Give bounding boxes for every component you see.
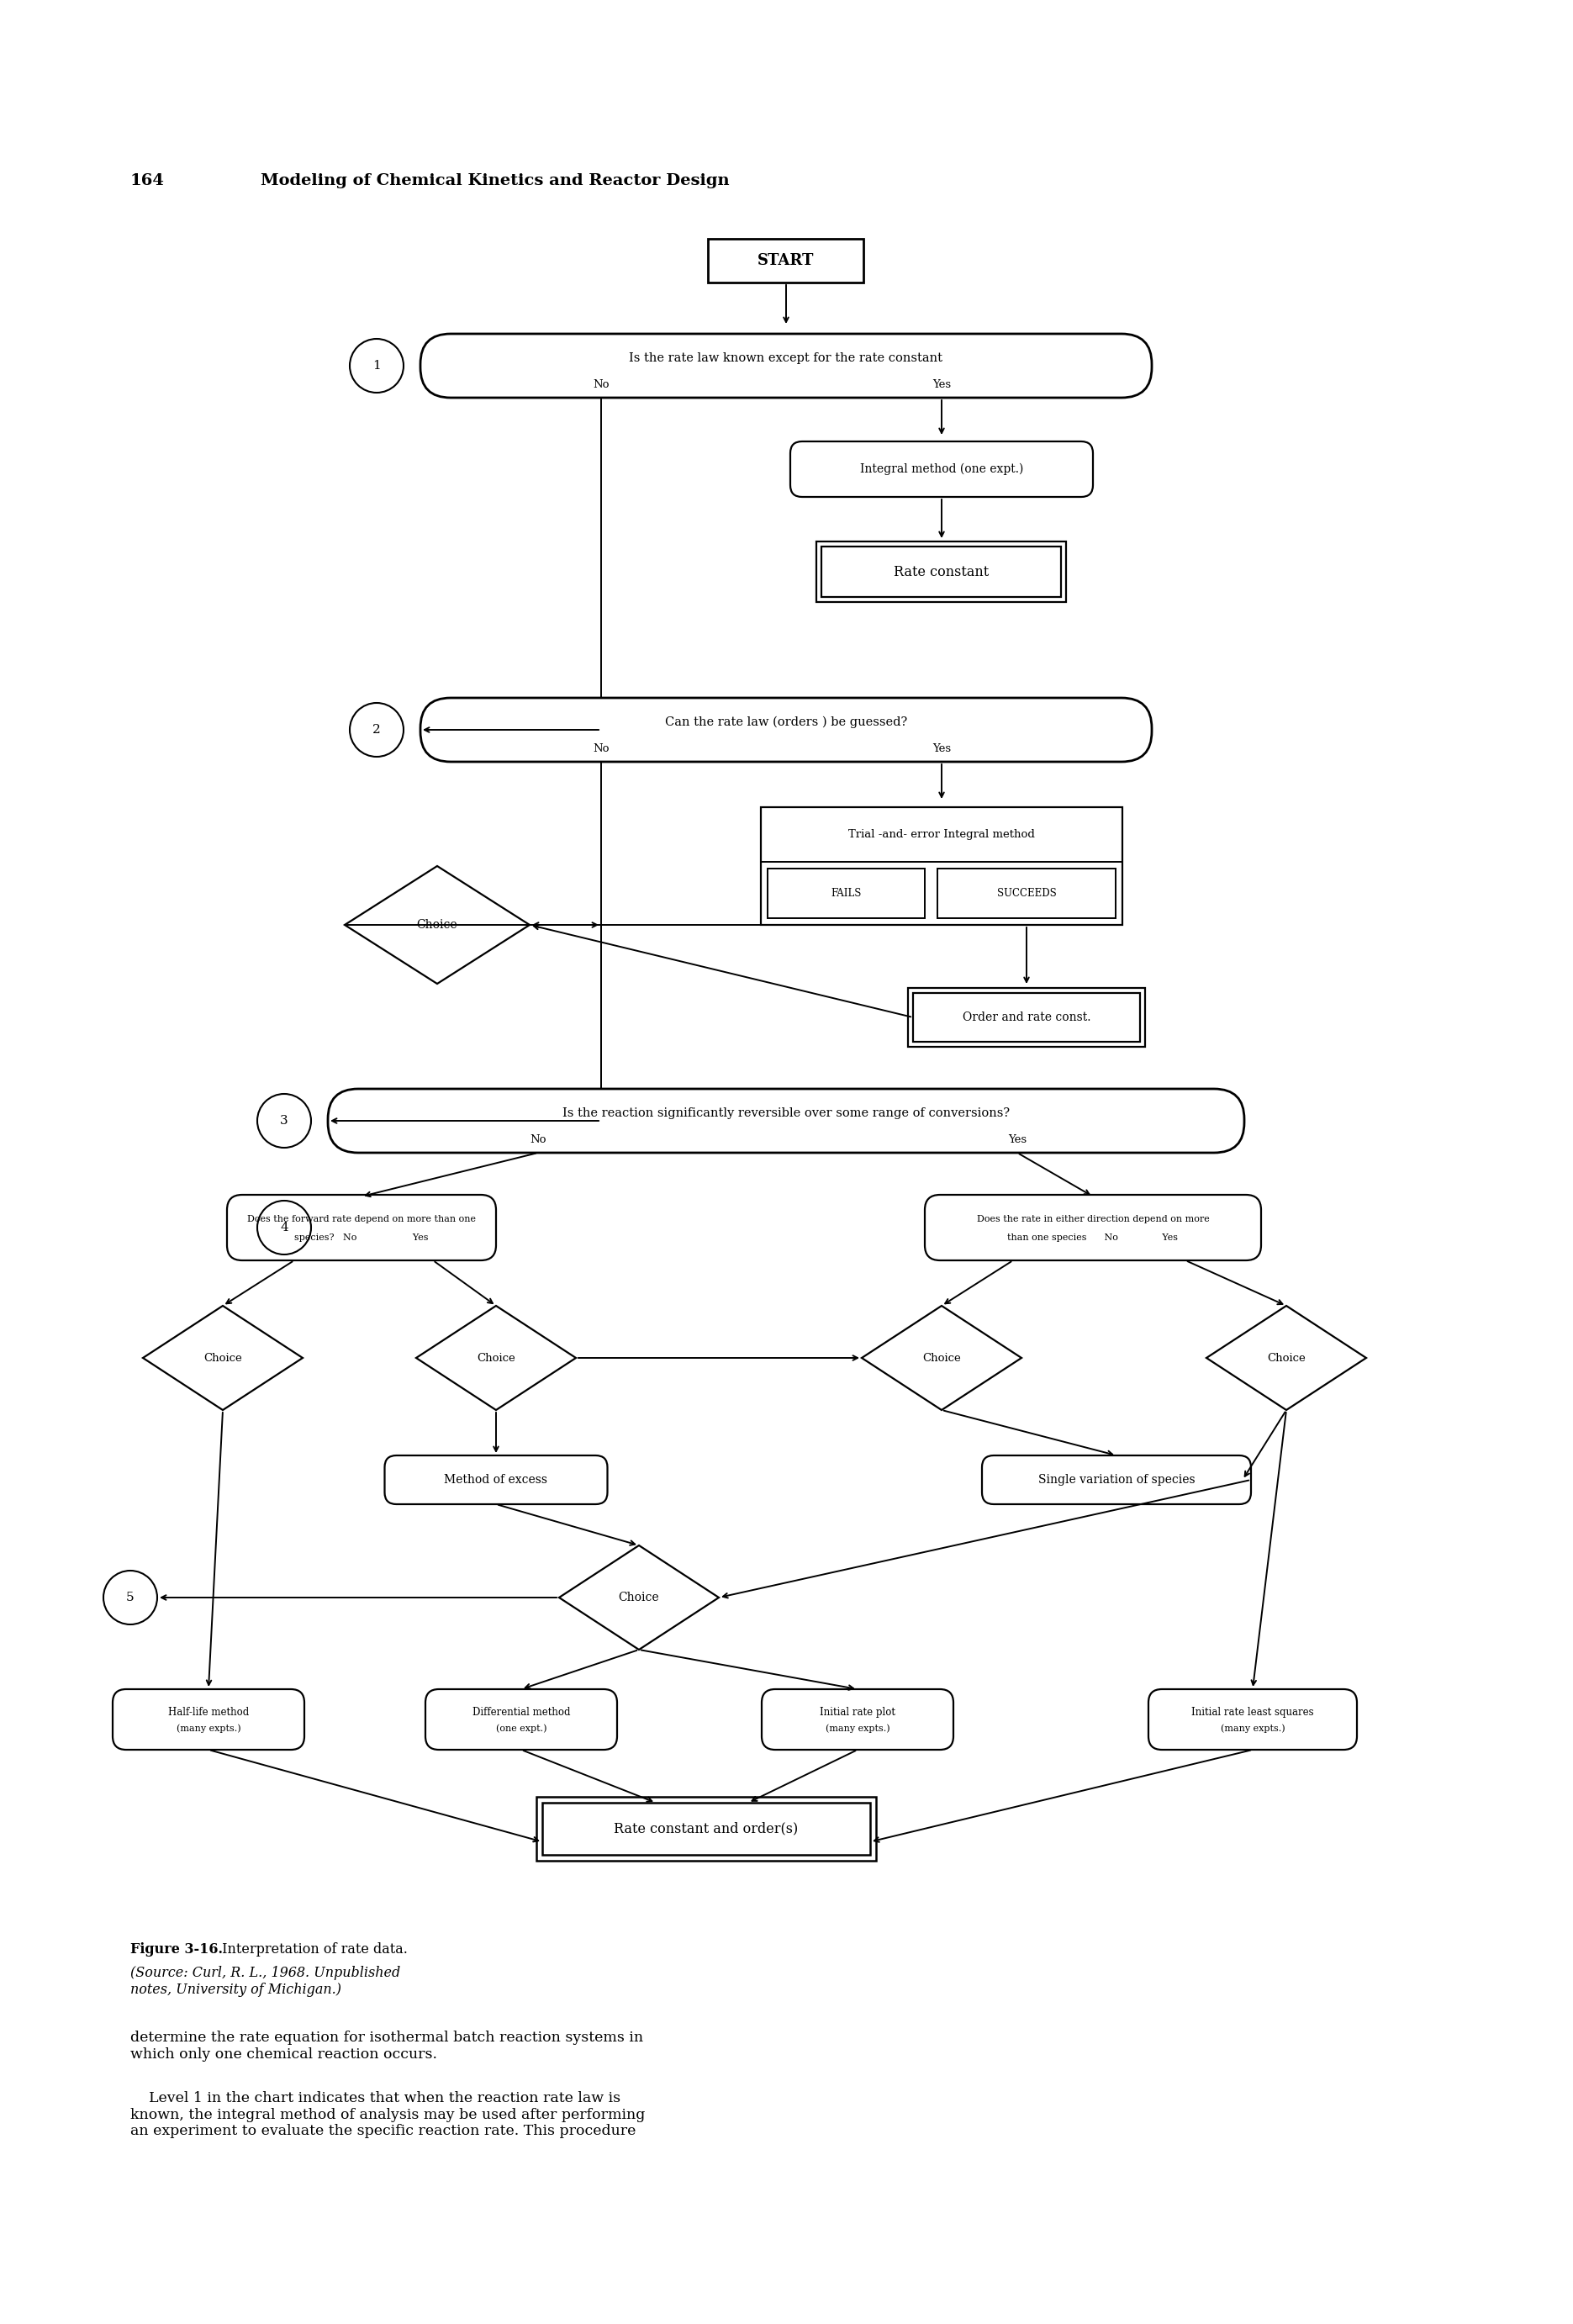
Polygon shape: [417, 1306, 576, 1411]
Text: Choice: Choice: [618, 1592, 659, 1604]
Circle shape: [258, 1095, 311, 1148]
Polygon shape: [344, 867, 530, 983]
Polygon shape: [1206, 1306, 1367, 1411]
Text: 4: 4: [280, 1222, 288, 1234]
Text: Integral method (one expt.): Integral method (one expt.): [860, 462, 1024, 474]
Bar: [543, 1803, 870, 1855]
FancyBboxPatch shape: [113, 1690, 304, 1750]
Text: (one expt.): (one expt.): [495, 1724, 547, 1734]
Text: START: START: [758, 253, 815, 267]
Text: 164: 164: [131, 174, 165, 188]
Text: Choice: Choice: [203, 1353, 242, 1364]
Circle shape: [349, 702, 404, 758]
Circle shape: [349, 339, 404, 393]
Text: Does the forward rate depend on more than one: Does the forward rate depend on more tha…: [247, 1215, 477, 1222]
FancyBboxPatch shape: [761, 1690, 953, 1750]
Bar: [816, 541, 1066, 602]
Text: No: No: [593, 379, 609, 390]
Text: Level 1 in the chart indicates that when the reaction rate law is
known, the int: Level 1 in the chart indicates that when…: [131, 2092, 645, 2138]
Text: Rate constant and order(s): Rate constant and order(s): [613, 1822, 799, 1836]
Text: (many expts.): (many expts.): [1221, 1724, 1285, 1734]
Text: Choice: Choice: [922, 1353, 961, 1364]
Text: 3: 3: [280, 1116, 288, 1127]
Text: Can the rate law (orders ) be guessed?: Can the rate law (orders ) be guessed?: [665, 716, 908, 727]
Text: Yes: Yes: [1008, 1134, 1027, 1146]
FancyBboxPatch shape: [790, 442, 1093, 497]
Circle shape: [258, 1202, 311, 1255]
Text: Yes: Yes: [933, 379, 952, 390]
Text: Initial rate plot: Initial rate plot: [820, 1706, 895, 1717]
FancyBboxPatch shape: [385, 1455, 607, 1504]
Text: Is the reaction significantly reversible over some range of conversions?: Is the reaction significantly reversible…: [563, 1106, 1010, 1120]
Text: Choice: Choice: [417, 918, 458, 932]
Text: Method of excess: Method of excess: [444, 1473, 547, 1485]
Text: FAILS: FAILS: [831, 888, 862, 899]
Text: Rate constant: Rate constant: [893, 565, 989, 579]
Text: 5: 5: [126, 1592, 134, 1604]
FancyBboxPatch shape: [420, 697, 1151, 762]
Text: Half-life method: Half-life method: [168, 1706, 249, 1717]
Text: (Source: Curl, R. L., 1968. Unpublished
notes, University of Michigan.): (Source: Curl, R. L., 1968. Unpublished …: [131, 1966, 401, 1996]
Polygon shape: [862, 1306, 1021, 1411]
Text: determine the rate equation for isothermal batch reaction systems in
which only : determine the rate equation for isotherm…: [131, 2031, 643, 2061]
Text: No: No: [530, 1134, 546, 1146]
Bar: [908, 988, 1145, 1046]
Text: Trial -and- error Integral method: Trial -and- error Integral method: [848, 830, 1035, 839]
Text: Order and rate const.: Order and rate const.: [963, 1011, 1090, 1023]
Text: Initial rate least squares: Initial rate least squares: [1191, 1706, 1313, 1717]
Text: SUCCEEDS: SUCCEEDS: [997, 888, 1055, 899]
Bar: [536, 1796, 876, 1862]
Bar: [761, 806, 1123, 925]
Text: Does the rate in either direction depend on more: Does the rate in either direction depend…: [977, 1215, 1210, 1222]
Text: (many expts.): (many expts.): [176, 1724, 241, 1734]
Text: Choice: Choice: [1268, 1353, 1306, 1364]
FancyBboxPatch shape: [420, 335, 1151, 397]
Polygon shape: [143, 1306, 302, 1411]
Text: (many expts.): (many expts.): [826, 1724, 890, 1734]
Text: 1: 1: [373, 360, 381, 372]
Text: Modeling of Chemical Kinetics and Reactor Design: Modeling of Chemical Kinetics and Reacto…: [261, 174, 730, 188]
Text: Yes: Yes: [933, 744, 952, 753]
Bar: [708, 239, 864, 284]
Text: Differential method: Differential method: [472, 1706, 571, 1717]
Bar: [821, 546, 1062, 597]
Text: Single variation of species: Single variation of species: [1038, 1473, 1195, 1485]
Text: No: No: [593, 744, 609, 753]
Text: Is the rate law known except for the rate constant: Is the rate law known except for the rat…: [629, 353, 942, 365]
Text: 2: 2: [373, 725, 381, 737]
FancyBboxPatch shape: [425, 1690, 617, 1750]
Bar: [768, 869, 925, 918]
Text: Figure 3-16.: Figure 3-16.: [131, 1943, 223, 1957]
Text: species?   No                   Yes: species? No Yes: [294, 1234, 428, 1241]
Circle shape: [104, 1571, 157, 1624]
FancyBboxPatch shape: [1148, 1690, 1357, 1750]
FancyBboxPatch shape: [327, 1090, 1244, 1153]
Bar: [938, 869, 1115, 918]
FancyBboxPatch shape: [925, 1195, 1262, 1260]
Polygon shape: [558, 1545, 719, 1650]
Text: Interpretation of rate data.: Interpretation of rate data.: [217, 1943, 412, 1957]
Text: Choice: Choice: [477, 1353, 516, 1364]
FancyBboxPatch shape: [982, 1455, 1251, 1504]
Text: than one species      No               Yes: than one species No Yes: [1008, 1234, 1178, 1241]
Bar: [912, 992, 1140, 1041]
FancyBboxPatch shape: [227, 1195, 495, 1260]
